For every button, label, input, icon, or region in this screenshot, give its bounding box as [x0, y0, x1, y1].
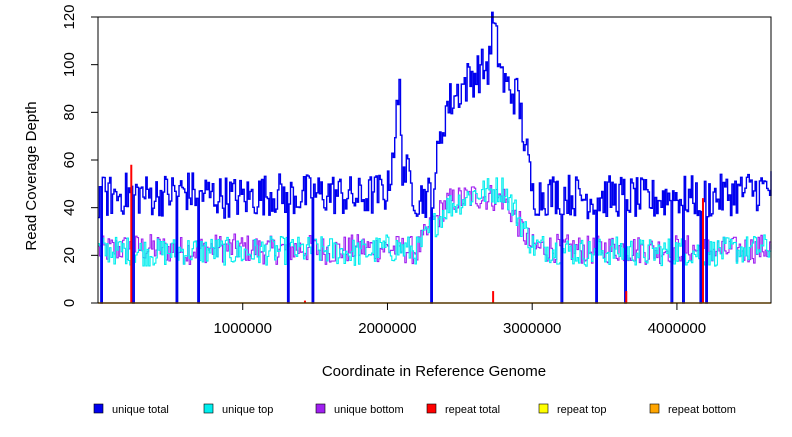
legend-swatch — [426, 403, 437, 414]
series-unique-top — [98, 177, 772, 304]
x-tick-label: 1000000 — [214, 320, 272, 337]
x-tick-label: 3000000 — [503, 320, 561, 337]
legend-item: unique bottom — [315, 403, 404, 416]
legend-swatch — [203, 403, 214, 414]
legend-label: repeat total — [445, 404, 500, 416]
legend-label: repeat top — [557, 404, 607, 416]
legend-label: repeat bottom — [668, 404, 736, 416]
legend-item: unique total — [93, 403, 169, 416]
x-axis: 1000000 2000000 3000000 4000000 — [214, 302, 706, 337]
x-axis-label: Coordinate in Reference Genome — [322, 363, 546, 380]
series-repeat-total — [130, 164, 704, 303]
legend-label: unique top — [222, 404, 273, 416]
legend-item: repeat top — [538, 403, 607, 416]
legend-swatch — [649, 403, 660, 414]
x-tick-label: 4000000 — [648, 320, 706, 337]
legend-label: unique bottom — [334, 404, 404, 416]
legend-swatch — [538, 403, 549, 414]
series-layer — [98, 11, 772, 304]
y-tick-label: 60 — [61, 152, 78, 169]
legend-item: repeat bottom — [649, 403, 736, 416]
y-tick-label: 100 — [61, 52, 78, 77]
legend-swatch — [93, 403, 104, 414]
y-tick-label: 20 — [61, 247, 78, 264]
y-axis: 0 20 40 60 80 100 120 — [61, 4, 99, 307]
y-tick-label: 80 — [61, 104, 78, 121]
series-unique-total — [98, 11, 772, 304]
x-tick-label: 2000000 — [358, 320, 416, 337]
legend-item: unique top — [203, 403, 273, 416]
series-line — [98, 177, 772, 304]
legend-label: unique total — [112, 404, 169, 416]
legend-swatch — [315, 403, 326, 414]
y-tick-label: 120 — [61, 4, 78, 29]
legend-item: repeat total — [426, 403, 500, 416]
legend: unique total unique top unique bottom repea… — [93, 403, 736, 416]
series-line — [98, 11, 772, 304]
y-tick-label: 0 — [61, 299, 78, 307]
y-tick-label: 40 — [61, 199, 78, 216]
y-axis-label: Read Coverage Depth — [23, 101, 40, 250]
